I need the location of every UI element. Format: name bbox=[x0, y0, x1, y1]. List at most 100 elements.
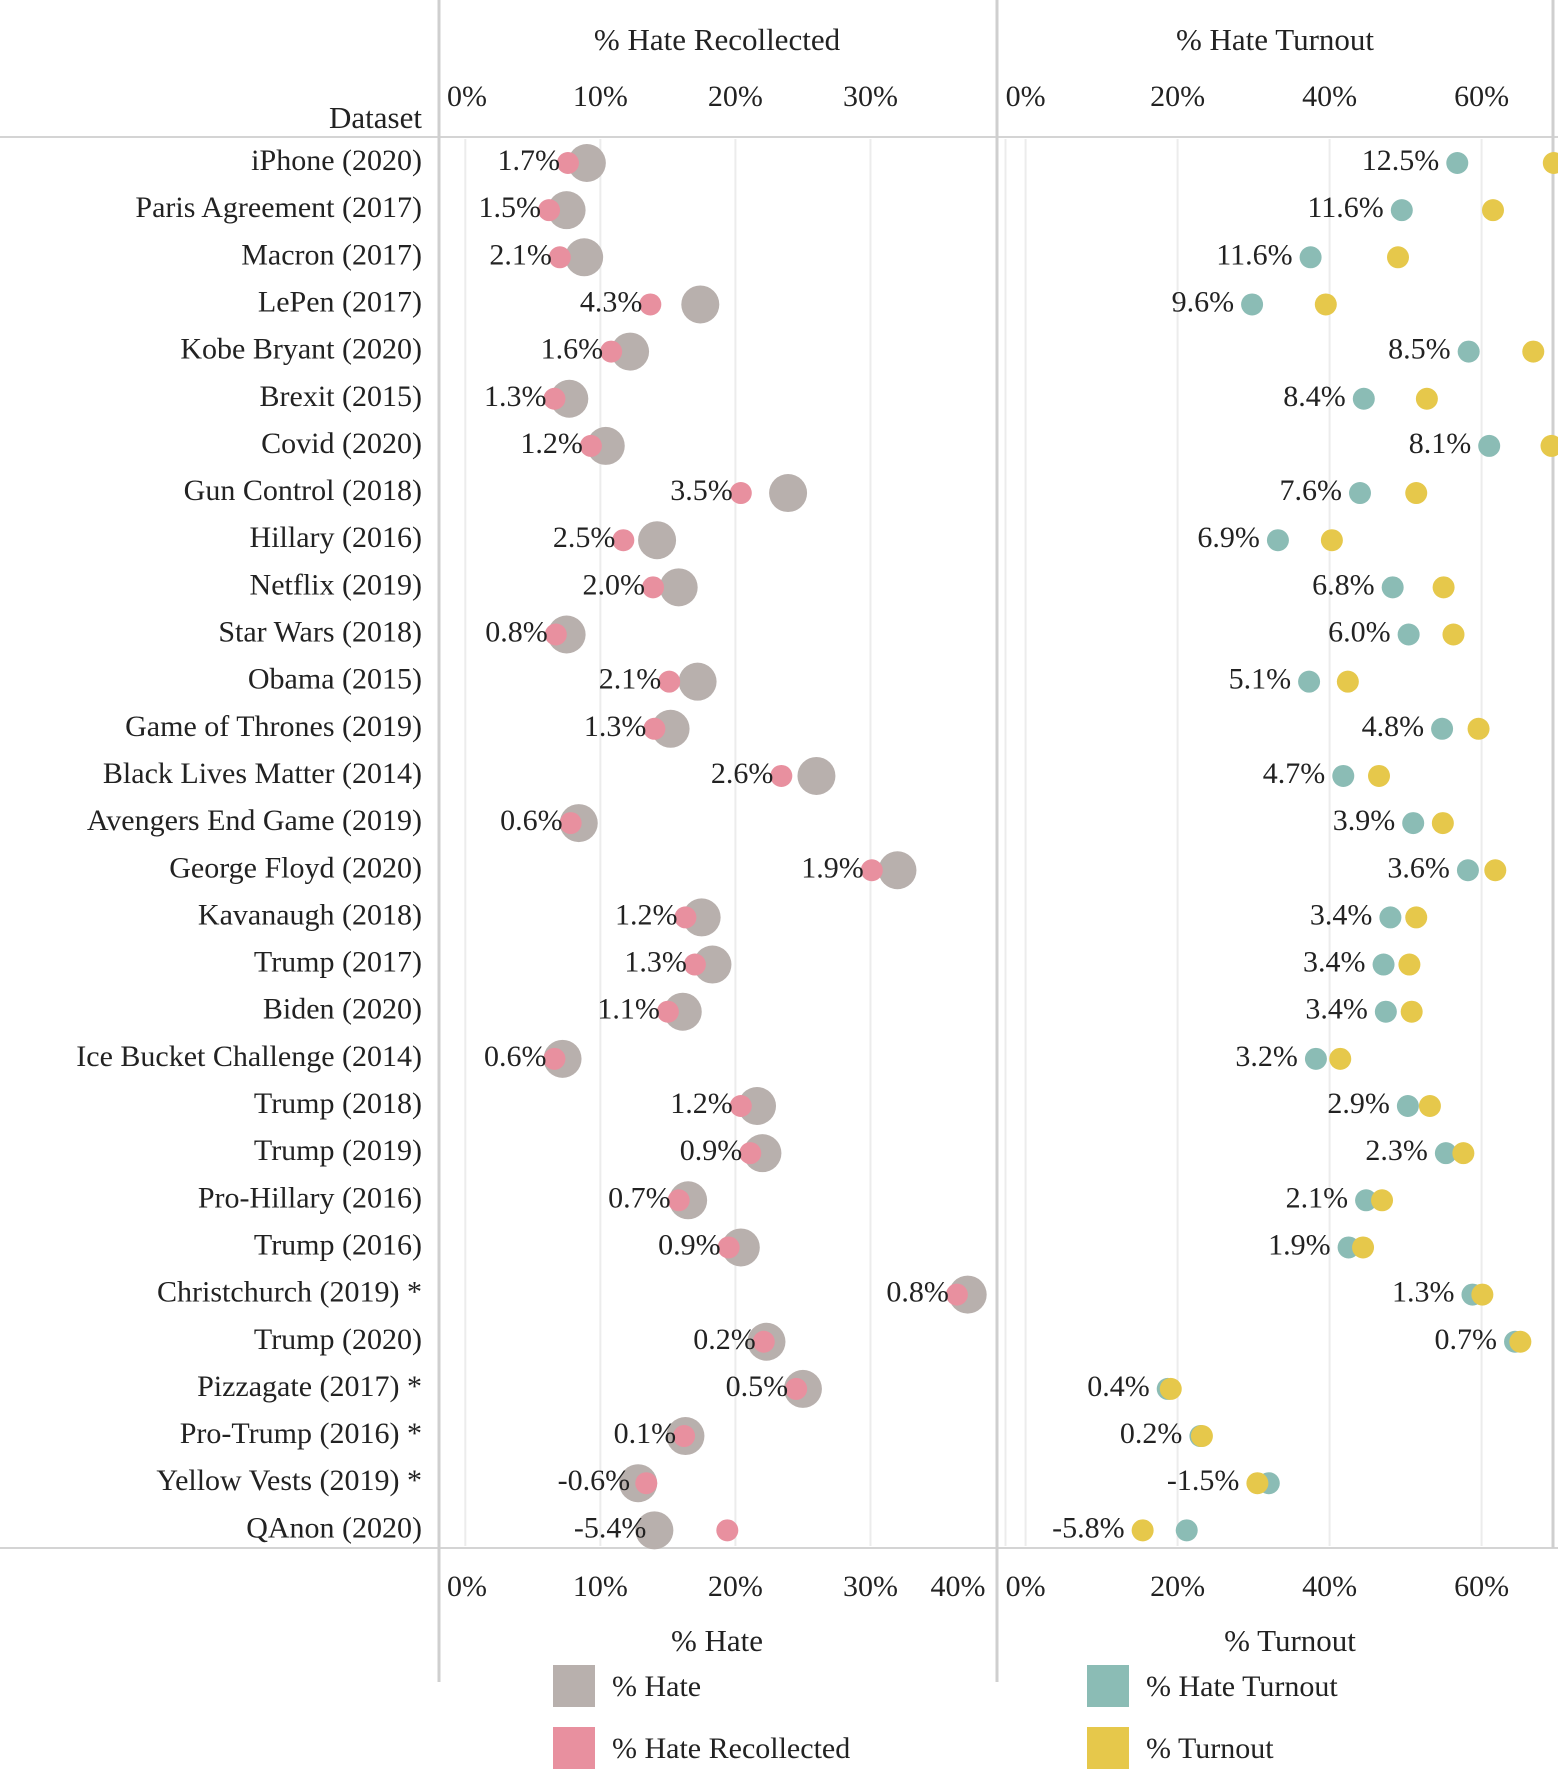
panel-frame bbox=[0, 0, 1558, 1682]
hate-point bbox=[611, 332, 650, 371]
turnout-diff-label: 11.6% bbox=[1216, 238, 1292, 271]
turnout-point bbox=[1467, 717, 1490, 740]
hate-recollected-point bbox=[556, 152, 579, 174]
turnout-diff-label: 3.9% bbox=[1333, 804, 1396, 837]
dataset-label: QAnon (2020) bbox=[246, 1511, 422, 1544]
left-top-tick-label: 10% bbox=[573, 80, 628, 113]
dataset-label: Trump (2018) bbox=[254, 1087, 422, 1120]
dataset-label: Hillary (2016) bbox=[250, 521, 422, 554]
turnout-point bbox=[1190, 1425, 1213, 1448]
hate-turnout-point bbox=[1478, 434, 1501, 457]
hate-turnout-point bbox=[1379, 906, 1402, 929]
dataset-label: Black Lives Matter (2014) bbox=[103, 757, 422, 790]
turnout-diff-label: 9.6% bbox=[1172, 285, 1235, 318]
legend-label: % Hate Turnout bbox=[1146, 1670, 1338, 1703]
turnout-diff-label: 5.1% bbox=[1229, 663, 1292, 696]
axis-ticks: 0% 10% 20% 30% 0% 10% 20% 30% 40% 0% 0% 20% 20% 40% 40… bbox=[447, 80, 1509, 1603]
dataset-label: Yellow Vests (2019) * bbox=[156, 1464, 422, 1497]
recollected-diff-label: 1.3% bbox=[584, 710, 647, 743]
hate-recollected-point bbox=[612, 529, 635, 552]
turnout-point bbox=[1398, 953, 1421, 976]
hate-point bbox=[659, 568, 698, 607]
data-row: Paris Agreement (2017) 1.5% 11.6% bbox=[135, 191, 1504, 230]
data-row: QAnon (2020) -5.4% -5.8% bbox=[246, 1511, 1198, 1550]
turnout-point bbox=[1314, 293, 1337, 316]
data-row: Trump (2019) 0.9% 2.3% bbox=[254, 1134, 1475, 1173]
dataset-label: Kavanaugh (2018) bbox=[198, 898, 422, 931]
data-row: Pizzagate (2017) * 0.5% 0.4% bbox=[197, 1369, 1182, 1408]
right-top-tick-label: 60% bbox=[1454, 80, 1509, 113]
data-row: Black Lives Matter (2014) 2.6% 4.7% bbox=[103, 756, 1390, 795]
hate-turnout-point bbox=[1431, 717, 1454, 740]
data-row: Biden (2020) 1.1% 3.4% bbox=[263, 992, 1423, 1031]
recollected-diff-label: 1.6% bbox=[541, 333, 604, 366]
recollected-diff-label: 2.5% bbox=[553, 521, 616, 554]
turnout-point bbox=[1159, 1377, 1182, 1400]
hate-point bbox=[682, 898, 721, 937]
turnout-diff-label: 3.6% bbox=[1387, 851, 1450, 884]
legend-item: % Turnout bbox=[1087, 1727, 1274, 1769]
right-bottom-tick-label: 0% bbox=[1006, 1570, 1046, 1603]
turnout-diff-label: -5.8% bbox=[1052, 1511, 1124, 1544]
turnout-diff-label: 8.5% bbox=[1388, 333, 1451, 366]
turnout-diff-label: 6.0% bbox=[1328, 616, 1391, 649]
legend-item: % Hate Recollected bbox=[553, 1727, 850, 1769]
right-top-tick-label: 40% bbox=[1302, 80, 1357, 113]
hate-recollected-point bbox=[674, 906, 697, 929]
hate-turnout-point bbox=[1457, 340, 1480, 363]
data-row: Game of Thrones (2019) 1.3% 4.8% bbox=[125, 709, 1490, 748]
dataset-label: Netflix (2019) bbox=[250, 568, 422, 601]
data-row: Brexit (2015) 1.3% 8.4% bbox=[260, 379, 1438, 418]
left-axis-label: % Hate bbox=[671, 1623, 763, 1658]
dataset-label: Trump (2016) bbox=[254, 1228, 422, 1261]
hate-recollected-point bbox=[860, 859, 883, 882]
hate-recollected-point bbox=[639, 293, 662, 316]
hate-recollected-point bbox=[658, 670, 681, 693]
data-row: Pro-Hillary (2016) 0.7% 2.1% bbox=[198, 1181, 1394, 1220]
turnout-point bbox=[1387, 246, 1409, 269]
hate-turnout-point bbox=[1434, 1142, 1457, 1165]
recollected-diff-label: 0.6% bbox=[484, 1040, 547, 1073]
hate-point bbox=[678, 662, 717, 701]
data-row: George Floyd (2020) 1.9% 3.6% bbox=[169, 851, 1507, 890]
dataset-label: Kobe Bryant (2020) bbox=[180, 333, 422, 366]
legend-label: % Hate Recollected bbox=[612, 1732, 850, 1765]
hate-point bbox=[681, 285, 720, 324]
dataset-label: Christchurch (2019) * bbox=[157, 1276, 422, 1309]
turnout-point bbox=[1484, 859, 1507, 882]
turnout-point bbox=[1522, 340, 1545, 363]
dataset-label: Biden (2020) bbox=[263, 993, 422, 1026]
hate-turnout-point bbox=[1175, 1519, 1198, 1542]
left-bottom-tick-label: 10% bbox=[573, 1570, 628, 1603]
data-row: Ice Bucket Challenge (2014) 0.6% 3.2% bbox=[76, 1039, 1352, 1078]
turnout-diff-label: 0.4% bbox=[1087, 1370, 1150, 1403]
dataset-label: LePen (2017) bbox=[258, 285, 422, 318]
hate-point bbox=[638, 521, 677, 560]
data-rows: iPhone (2020) 1.7% 12.5% Paris Agreement (2… bbox=[76, 144, 1558, 1550]
turnout-point bbox=[1415, 387, 1438, 410]
legend-swatch bbox=[1087, 1727, 1129, 1769]
right-bottom-tick-label: 60% bbox=[1454, 1570, 1509, 1603]
data-row: Trump (2017) 1.3% 3.4% bbox=[254, 945, 1421, 984]
hate-recollected-point bbox=[548, 246, 571, 269]
recollected-diff-label: 1.9% bbox=[801, 851, 864, 884]
hate-turnout-point bbox=[1266, 529, 1289, 552]
hate-recollected-point bbox=[739, 1142, 762, 1165]
turnout-point bbox=[1432, 576, 1455, 599]
left-panel-title: % Hate Recollected bbox=[594, 22, 841, 57]
turnout-point bbox=[1246, 1472, 1269, 1495]
left-top-tick-label: 20% bbox=[708, 80, 763, 113]
recollected-diff-label: 2.6% bbox=[711, 757, 774, 790]
turnout-point bbox=[1400, 1000, 1423, 1023]
dataset-label: Game of Thrones (2019) bbox=[125, 710, 422, 743]
turnout-diff-label: 3.2% bbox=[1235, 1040, 1298, 1073]
turnout-point bbox=[1131, 1519, 1154, 1542]
left-bottom-tick-label: 0% bbox=[447, 1570, 487, 1603]
turnout-point bbox=[1336, 670, 1359, 693]
turnout-point bbox=[1352, 1236, 1375, 1259]
hate-recollected-point bbox=[945, 1283, 968, 1306]
turnout-diff-label: 0.7% bbox=[1435, 1323, 1498, 1356]
hate-turnout-point bbox=[1446, 152, 1469, 174]
hate-recollected-point bbox=[600, 340, 623, 363]
